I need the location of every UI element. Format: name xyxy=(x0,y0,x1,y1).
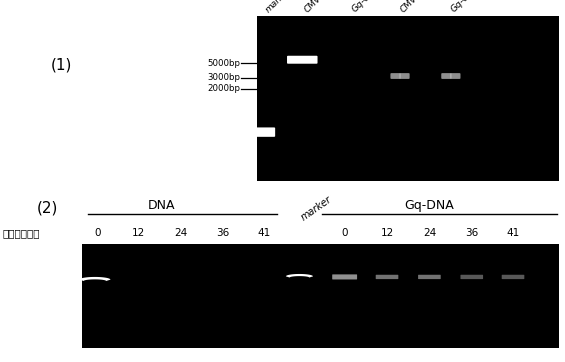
Text: 12: 12 xyxy=(132,228,145,239)
Text: 24: 24 xyxy=(174,228,188,239)
Bar xyxy=(82,244,559,348)
FancyBboxPatch shape xyxy=(376,275,398,279)
Text: 24: 24 xyxy=(423,228,436,239)
FancyBboxPatch shape xyxy=(450,73,460,79)
Text: 0: 0 xyxy=(94,228,101,239)
FancyBboxPatch shape xyxy=(441,73,451,79)
FancyBboxPatch shape xyxy=(390,73,401,79)
Text: 12: 12 xyxy=(380,228,394,239)
Text: marker: marker xyxy=(264,0,293,14)
Text: (1): (1) xyxy=(51,58,72,73)
Text: 时间（小时）: 时间（小时） xyxy=(3,228,40,239)
Polygon shape xyxy=(286,274,313,278)
Text: Gq-CMV-EGFP: Gq-CMV-EGFP xyxy=(449,0,499,14)
Text: 3000bp: 3000bp xyxy=(207,73,240,82)
Text: 2000bp: 2000bp xyxy=(207,84,240,93)
Text: 36: 36 xyxy=(465,228,479,239)
FancyBboxPatch shape xyxy=(399,73,410,79)
Text: CMV-LUC: CMV-LUC xyxy=(302,0,337,14)
Text: 36: 36 xyxy=(216,228,230,239)
Text: 41: 41 xyxy=(258,228,271,239)
Polygon shape xyxy=(79,277,111,281)
Text: Gq-DNA: Gq-DNA xyxy=(405,199,454,212)
Text: CMV-EGFP: CMV-EGFP xyxy=(398,0,437,14)
Text: 5000bp: 5000bp xyxy=(207,59,240,68)
FancyBboxPatch shape xyxy=(287,56,318,64)
Bar xyxy=(257,16,559,181)
FancyBboxPatch shape xyxy=(460,275,483,279)
Text: Gq-CMV-LUC: Gq-CMV-LUC xyxy=(350,0,397,14)
FancyBboxPatch shape xyxy=(502,275,524,279)
Text: 41: 41 xyxy=(506,228,520,239)
FancyBboxPatch shape xyxy=(332,274,357,279)
FancyBboxPatch shape xyxy=(250,127,275,137)
Text: DNA: DNA xyxy=(147,199,175,212)
FancyBboxPatch shape xyxy=(418,275,441,279)
Text: (2): (2) xyxy=(37,201,58,216)
Text: marker: marker xyxy=(299,194,334,223)
Text: 0: 0 xyxy=(341,228,348,239)
